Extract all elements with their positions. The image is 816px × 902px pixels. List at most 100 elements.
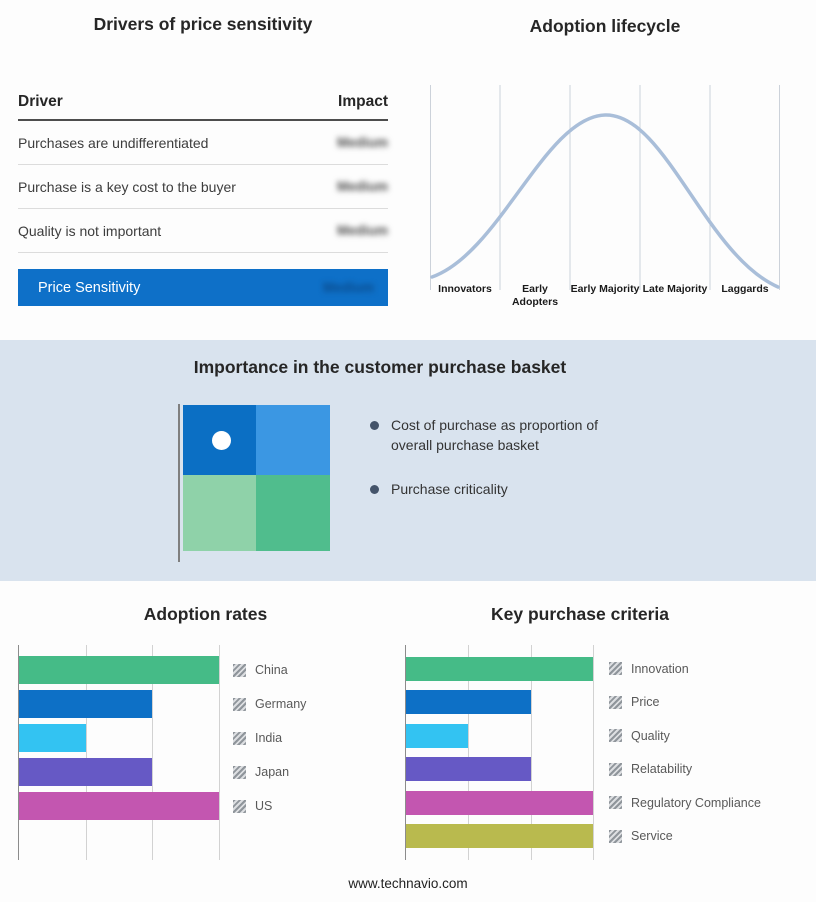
bar-regulatory-compliance bbox=[406, 790, 593, 815]
gridline bbox=[85, 645, 87, 860]
bar-china bbox=[19, 656, 219, 684]
column-impact: Impact bbox=[338, 93, 388, 110]
bar-innovation bbox=[406, 656, 593, 681]
lifecycle-chart bbox=[430, 85, 780, 290]
gridline bbox=[219, 645, 220, 860]
driver-row: Purchase is a key cost to the buyer Mediu… bbox=[18, 165, 388, 209]
legend-swatch-icon bbox=[609, 829, 622, 843]
legend: China Germany India Japan US bbox=[233, 645, 306, 823]
driver-row: Quality is not important Medium bbox=[18, 209, 388, 253]
bar-row bbox=[406, 786, 593, 820]
highlight-impact-value: Medium bbox=[322, 280, 374, 295]
legend-swatch-icon bbox=[233, 663, 246, 677]
legend-swatch-icon bbox=[609, 729, 622, 743]
stage-label: Laggards bbox=[721, 283, 769, 295]
driver-impact-value: Medium bbox=[336, 179, 388, 194]
quad-top-right bbox=[256, 405, 330, 475]
bar-row bbox=[19, 687, 219, 721]
basket-bullets: Cost of purchase as proportion of overal… bbox=[370, 416, 632, 524]
basket-band: Importance in the customer purchase bask… bbox=[0, 340, 816, 581]
bar-us bbox=[19, 792, 219, 820]
key-purchase-criteria-title: Key purchase criteria bbox=[490, 604, 669, 624]
legend-swatch-icon bbox=[609, 762, 622, 776]
legend-swatch-icon bbox=[609, 695, 622, 709]
bar-service bbox=[406, 824, 593, 849]
drivers-title: Drivers of price sensitivity bbox=[93, 14, 313, 34]
bullet-icon bbox=[370, 421, 379, 430]
bar-relatability bbox=[406, 757, 531, 782]
position-dot-icon bbox=[212, 431, 231, 450]
adoption-rates-chart: Adoption rates China Germany India Japan US bbox=[18, 600, 418, 880]
legend-item: India bbox=[233, 721, 306, 755]
legend-label: India bbox=[255, 731, 283, 745]
legend-label: Price bbox=[631, 695, 660, 710]
driver-impact-value: Medium bbox=[336, 223, 388, 238]
bar-germany bbox=[19, 690, 153, 718]
legend-label: Japan bbox=[255, 765, 290, 779]
gridline bbox=[593, 645, 594, 860]
driver-name: Quality is not important bbox=[18, 222, 162, 239]
driver-name: Purchase is a key cost to the buyer bbox=[18, 178, 236, 195]
legend-item: Germany bbox=[233, 687, 306, 721]
stage-label: Innovators bbox=[438, 283, 492, 295]
adoption-rates-plot bbox=[18, 645, 220, 860]
key-purchase-criteria-plot bbox=[405, 645, 594, 860]
legend-swatch-icon bbox=[609, 662, 622, 676]
basket-title: Importance in the customer purchase bask… bbox=[193, 357, 567, 377]
bar-row bbox=[406, 652, 593, 686]
driver-row: Purchases are undifferentiated Medium bbox=[18, 121, 388, 165]
quad-top-left bbox=[183, 405, 256, 475]
legend-item: Regulatory Compliance bbox=[609, 786, 761, 820]
legend-item: Price bbox=[609, 686, 761, 720]
gridline bbox=[152, 645, 154, 860]
bar-row bbox=[19, 789, 219, 823]
bullet-text: Cost of purchase as proportion of overal… bbox=[391, 417, 599, 453]
legend-item: Quality bbox=[609, 719, 761, 753]
legend-label: Service bbox=[631, 829, 673, 844]
quad-bottom-left bbox=[183, 475, 256, 551]
stage-label: Late Majority bbox=[642, 283, 708, 295]
gridline bbox=[530, 645, 532, 860]
bar-row bbox=[406, 820, 593, 854]
bars bbox=[19, 645, 219, 860]
bar-japan bbox=[19, 758, 153, 786]
lifecycle-gridlines bbox=[430, 85, 780, 290]
bullet-item: Purchase criticality bbox=[370, 480, 632, 500]
legend-swatch-icon bbox=[233, 765, 246, 779]
adoption-rates-title: Adoption rates bbox=[143, 604, 268, 624]
driver-impact-value: Medium bbox=[336, 135, 388, 150]
bullet-item: Cost of purchase as proportion of overal… bbox=[370, 416, 632, 456]
stage-label: Early Majority bbox=[570, 283, 640, 295]
driver-name: Purchases are undifferentiated bbox=[18, 134, 209, 151]
legend-swatch-icon bbox=[609, 796, 622, 810]
drivers-table-header: Driver Impact bbox=[18, 93, 388, 121]
highlight-driver-label: Price Sensitivity bbox=[38, 279, 141, 296]
bar-row bbox=[406, 753, 593, 787]
legend-item: Japan bbox=[233, 755, 306, 789]
bullet-text: Purchase criticality bbox=[391, 480, 508, 497]
legend-item: Service bbox=[609, 820, 761, 854]
legend-label: China bbox=[255, 663, 288, 677]
website-footer: www.technavio.com bbox=[348, 876, 468, 891]
legend-label: Quality bbox=[631, 728, 670, 743]
lifecycle-title: Adoption lifecycle bbox=[529, 16, 681, 36]
legend-label: Regulatory Compliance bbox=[631, 795, 761, 810]
gridline bbox=[468, 645, 470, 860]
price-sensitivity-row: Price Sensitivity Medium bbox=[18, 269, 388, 306]
drivers-panel: Drivers of price sensitivity Driver Impa… bbox=[18, 14, 388, 306]
lifecycle-curve bbox=[430, 113, 780, 289]
drivers-rows: Purchases are undifferentiated Medium Purc… bbox=[18, 121, 388, 253]
legend-item: Relatability bbox=[609, 753, 761, 787]
bar-row bbox=[19, 721, 219, 755]
bar-price bbox=[406, 690, 531, 715]
legend-item: Innovation bbox=[609, 652, 761, 686]
legend-label: Relatability bbox=[631, 762, 693, 777]
bar-india bbox=[19, 724, 86, 752]
quad-bottom-right bbox=[256, 475, 330, 551]
bar-row bbox=[406, 686, 593, 720]
bars bbox=[406, 645, 593, 860]
key-purchase-criteria-chart: Key purchase criteria Innovation Price Qua… bbox=[405, 600, 816, 880]
quadrant-axis bbox=[178, 404, 180, 562]
legend: Innovation Price Quality Relatability Regula… bbox=[609, 645, 761, 853]
